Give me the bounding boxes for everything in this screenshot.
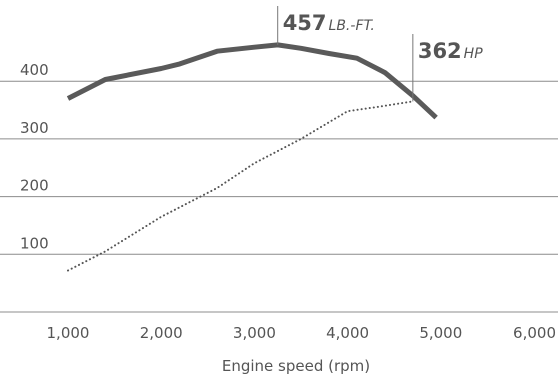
x-axis-title: Engine speed (rpm) [222, 357, 370, 375]
y-tick-label-100: 100 [20, 234, 49, 252]
y-tick-label-200: 200 [20, 177, 49, 195]
torque-peak-unit: LB.-FT. [329, 18, 375, 34]
horsepower-line [67, 100, 414, 272]
x-tick-label-5000: 5,000 [419, 324, 462, 342]
series-layer [66, 42, 438, 272]
x-tick-label-1000: 1,000 [47, 324, 90, 342]
grid-layer [0, 80, 558, 255]
torque-peak-label: 457 LB.-FT. [283, 11, 375, 35]
torque-peak-value: 457 [283, 11, 327, 35]
hp-peak-value: 362 [418, 39, 462, 63]
x-tick-label-6000: 6,000 [513, 324, 556, 342]
torque-line [66, 42, 438, 120]
x-tick-label-3000: 3,000 [233, 324, 276, 342]
y-tick-labels: 100 200 300 400 [20, 61, 49, 252]
y-tick-label-400: 400 [20, 61, 49, 79]
x-tick-label-2000: 2,000 [140, 324, 183, 342]
y-tick-label-300: 300 [20, 119, 49, 137]
hp-peak-unit: HP [464, 46, 484, 62]
hp-peak-label: 362 HP [418, 39, 483, 63]
annotation-layer: 457 LB.-FT. 362 HP [277, 6, 483, 102]
x-tick-labels: 1,000 2,000 3,000 4,000 5,000 6,000 [47, 324, 556, 342]
x-tick-label-4000: 4,000 [326, 324, 369, 342]
